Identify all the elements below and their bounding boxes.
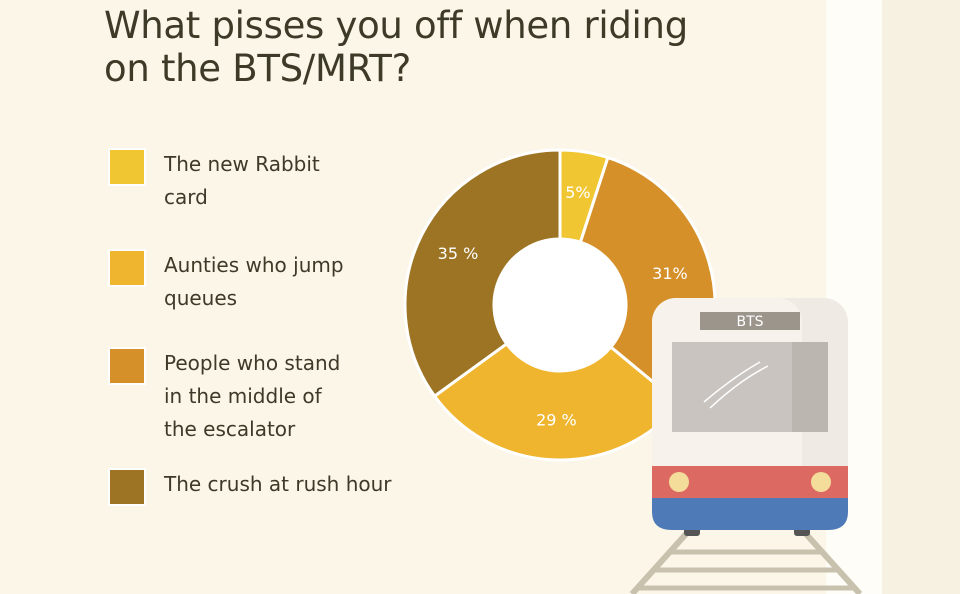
windshield-glare <box>703 361 761 403</box>
legend-swatch <box>108 347 146 385</box>
legend-item-rush-hour: The crush at rush hour <box>108 468 394 506</box>
blue-skirt <box>652 498 848 530</box>
legend-swatch <box>108 468 146 506</box>
legend-swatch <box>108 148 146 186</box>
headlight <box>811 472 831 492</box>
windshield-shade <box>792 342 828 432</box>
slice-label: 5% <box>565 183 590 202</box>
chart-title: What pisses you off when riding on the B… <box>104 4 688 90</box>
legend-label: The new Rabbit card <box>164 152 320 209</box>
legend-item-escalator: People who stand in the middle of the es… <box>108 347 394 446</box>
legend-label: People who stand in the middle of the es… <box>164 351 341 441</box>
windshield-glare <box>709 365 769 409</box>
slice-label: 31% <box>652 264 688 283</box>
donut-hole <box>494 239 626 371</box>
slice-label: 29 % <box>536 410 577 429</box>
train-illustration: BTS <box>629 298 863 594</box>
headlight <box>669 472 689 492</box>
legend-item-aunties: Aunties who jump queues <box>108 249 394 315</box>
legend-swatch <box>108 249 146 287</box>
legend-item-rabbit-card: The new Rabbit card <box>108 148 394 214</box>
destination-sign <box>700 312 800 330</box>
destination-sign-text: BTS <box>736 314 763 330</box>
legend-label: Aunties who jump queues <box>164 253 344 310</box>
slice-label: 35 % <box>438 244 479 263</box>
legend-label: The crush at rush hour <box>164 472 392 496</box>
rail-track <box>629 531 863 594</box>
